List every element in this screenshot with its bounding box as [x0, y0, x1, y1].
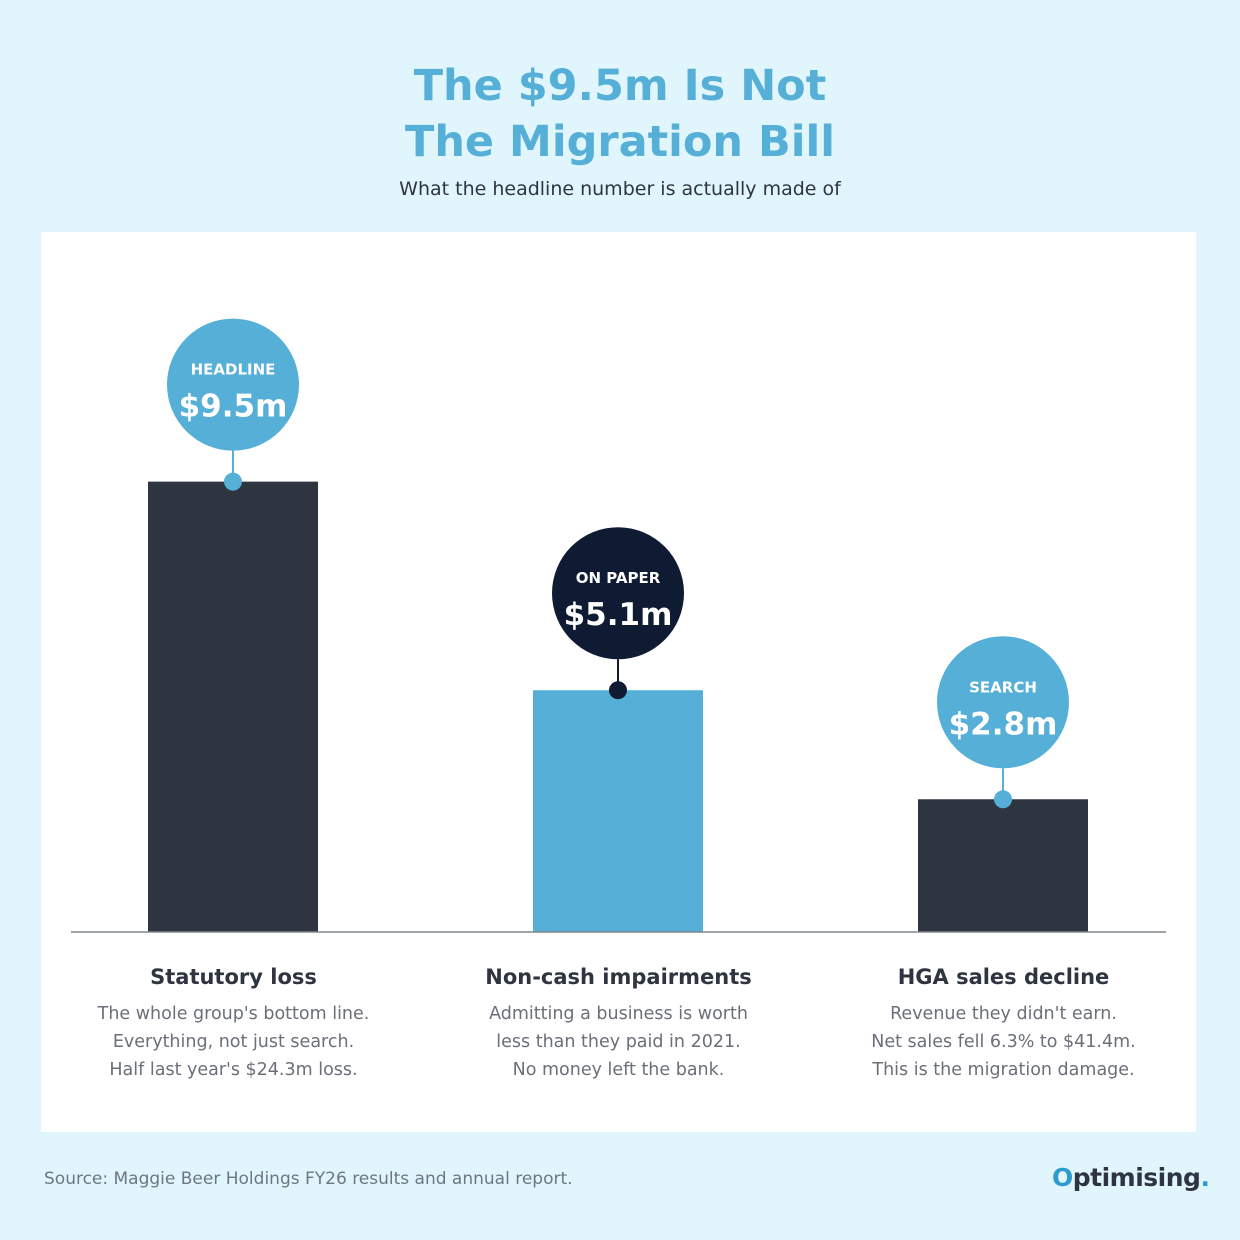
column-caption-hga-sales-decline: HGA sales decline Revenue they didn't ea… [811, 962, 1196, 1084]
description-line: The whole group's bottom line. [97, 1004, 370, 1024]
description-line: Revenue they didn't earn. [890, 1004, 1117, 1024]
data-label: $2.8m [949, 706, 1058, 742]
title-line-2: The Migration Bill [404, 117, 836, 167]
category-label: Non-cash impairments [485, 965, 752, 989]
category-description: Admitting a business is worth less than … [426, 1000, 811, 1084]
logo-o-mark: O [1052, 1163, 1073, 1192]
description-line: Net sales fell 6.3% to $41.4m. [871, 1032, 1136, 1052]
page-title: The $9.5m Is Not The Migration Bill [0, 58, 1240, 170]
logo-wordmark: ptimising [1072, 1163, 1201, 1192]
logo-dot: . [1200, 1163, 1210, 1192]
column-caption-statutory-loss: Statutory loss The whole group's bottom … [41, 962, 426, 1084]
callout-tag: ON PAPER [576, 569, 661, 587]
brand-logo: Optimising. [1052, 1163, 1210, 1192]
description-line: Admitting a business is worth [489, 1004, 748, 1024]
callout-bubble [552, 527, 684, 660]
callout-bubble [167, 318, 299, 451]
category-description: The whole group's bottom line. Everythin… [41, 1000, 426, 1084]
callout-anchor-dot [609, 681, 627, 700]
category-description: Revenue they didn't earn. Net sales fell… [811, 1000, 1196, 1084]
chart-card: HEADLINE $9.5m ON PAPER $5.1m SEARCH $2.8m St… [41, 232, 1196, 1132]
bar-2 [533, 690, 703, 932]
callout-anchor-dot [224, 472, 242, 491]
bar-1 [148, 481, 318, 932]
title-line-1: The $9.5m Is Not [413, 61, 827, 111]
data-label: $9.5m [179, 389, 288, 425]
description-line: No money left the bank. [512, 1060, 725, 1080]
callout-anchor-dot [994, 790, 1012, 809]
callout-bubble [937, 636, 1069, 769]
data-label: $5.1m [564, 597, 673, 633]
bar-chart: HEADLINE $9.5m ON PAPER $5.1m SEARCH $2.8m [71, 318, 1166, 933]
category-label: Statutory loss [150, 965, 317, 989]
page-subtitle: What the headline number is actually mad… [399, 178, 841, 200]
callout-tag: HEADLINE [191, 361, 276, 379]
category-label: HGA sales decline [897, 965, 1110, 989]
bar-3 [918, 799, 1088, 932]
description-line: Everything, not just search. [112, 1032, 355, 1052]
source-note: Source: Maggie Beer Holdings FY26 result… [44, 1169, 573, 1189]
column-caption-non-cash-impairments: Non-cash impairments Admitting a busines… [426, 962, 811, 1084]
description-line: less than they paid in 2021. [496, 1032, 741, 1052]
callout-tag: SEARCH [969, 678, 1037, 696]
description-line: Half last year's $24.3m loss. [109, 1060, 358, 1080]
description-line: This is the migration damage. [872, 1060, 1135, 1080]
